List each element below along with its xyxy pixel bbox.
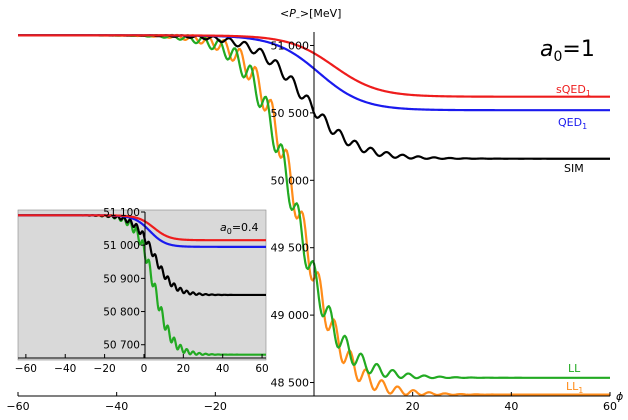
inset-y-ticks: 50 700 50 800 50 900 51 000 51 100 [103,207,145,352]
inset-a0-annotation: a0=0.4 [220,221,259,236]
inset-axes [18,212,266,359]
main-a0-sub: 0 [553,49,562,65]
inset-a0-sub: 0 [227,227,232,236]
main-y-ticks: 48 500 49 000 49 500 50 000 50 500 51 000 [271,39,314,390]
main-y-label-var: P [289,7,296,20]
main-y-axis-label: <P–>[MeV] [280,7,341,22]
inset-y-tick-label: 50 800 [103,307,140,319]
inset-x-tick-label: 40 [216,363,229,375]
main-a0-annotation: a0=1 [540,37,595,65]
inset-x-tick-label: −40 [54,363,76,375]
main-x-tick-label: 60 [603,400,617,413]
main-series-labels: sQED1 QED1 SIM LL LL1 [556,83,591,395]
main-x-tick-label: 20 [406,400,420,413]
series-label-ll1-sub: 1 [578,386,583,395]
series-label-qed1-sub: 1 [582,122,587,131]
main-plot: −60 −40 −20 20 40 60 48 500 49 000 49 500 50 000… [6,7,623,413]
inset-y-tick-label: 50 700 [103,340,140,352]
main-y-tick-label: 49 000 [271,309,310,322]
inset-x-tick-label: −60 [15,363,37,375]
series-label-sim: SIM [564,162,584,175]
main-x-tick-label: 40 [504,400,518,413]
main-x-tick-label: −20 [204,400,227,413]
main-x-tick-label: −40 [105,400,128,413]
series-label-sqed1-base: sQED [556,83,586,96]
inset-x-tick-label: 60 [255,363,268,375]
main-y-label-suffix: >[MeV] [300,7,342,20]
inset-y-tick-label: 50 900 [103,273,140,285]
inset-a0-base: a [220,221,227,234]
inset-series-line-0 [17,214,267,242]
series-label-ll: LL [568,362,581,375]
main-x-ticks: −60 −40 −20 20 40 60 [6,392,617,413]
series-label-sqed1: sQED1 [556,83,591,98]
main-y-tick-label: 48 500 [271,377,310,390]
main-y-label-prefix: < [280,7,289,20]
series-label-ll1-base: LL [566,380,579,393]
main-y-tick-label: 49 500 [271,242,310,255]
inset-y-tick-label: 51 100 [103,207,140,219]
inset-background [17,209,267,361]
main-y-label-sub: – [296,13,300,22]
main-a0-value: =1 [562,37,594,62]
inset-x-ticks: −60 −40 −20 0 20 40 60 [15,354,269,375]
series-label-qed1: QED1 [558,116,587,131]
main-a0-base: a [540,37,553,62]
main-y-tick-label: 51 000 [271,39,310,52]
series-label-sqed1-sub: 1 [586,89,591,98]
series-label-ll1: LL1 [566,380,583,395]
inset-x-tick-label: 0 [141,363,148,375]
main-y-tick-label: 50 000 [271,174,310,187]
series-label-qed1-base: QED [558,116,582,129]
inset-series-lines [17,214,267,356]
inset-y-tick-label: 51 000 [103,240,140,252]
inset-x-tick-label: −20 [94,363,116,375]
inset-plot: −60 −40 −20 0 20 40 60 50 700 50 800 50 900 51 00… [15,207,269,375]
main-y-tick-label: 50 500 [271,107,310,120]
main-x-tick-label: −60 [6,400,29,413]
inset-a0-value: =0.4 [232,221,259,234]
inset-x-tick-label: 20 [177,363,190,375]
main-x-axis-label: ϕ [616,390,623,403]
